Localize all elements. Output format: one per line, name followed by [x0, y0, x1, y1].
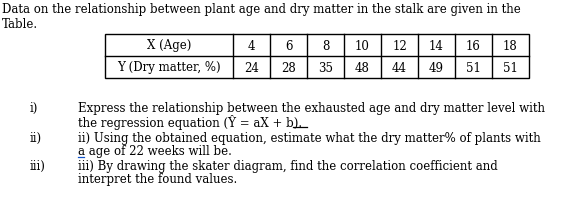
Text: iii): iii) [30, 159, 46, 172]
Text: 51: 51 [503, 61, 518, 74]
Text: 14: 14 [429, 39, 444, 52]
Text: ii): ii) [30, 131, 42, 144]
Text: 44: 44 [392, 61, 407, 74]
Bar [105, 35, 529, 79]
Text: Data on the relationship between plant age and dry matter in the stalk are given: Data on the relationship between plant a… [2, 3, 521, 16]
Text: 18: 18 [503, 39, 518, 52]
Text: 12: 12 [392, 39, 407, 52]
Text: 16: 16 [466, 39, 481, 52]
Text: ii) Using the obtained equation, estimate what the dry matter% of plants with: ii) Using the obtained equation, estimat… [78, 131, 541, 144]
Text: 24: 24 [244, 61, 259, 74]
Text: the regression equation (Ŷ = aX + b).: the regression equation (Ŷ = aX + b). [78, 114, 302, 129]
Text: Express the relationship between the exhausted age and dry matter level with: Express the relationship between the exh… [78, 102, 545, 114]
Text: 49: 49 [429, 61, 444, 74]
Text: a age of 22 weeks will be.: a age of 22 weeks will be. [78, 144, 232, 157]
Text: 51: 51 [466, 61, 481, 74]
Text: i): i) [30, 102, 38, 114]
Text: 10: 10 [355, 39, 370, 52]
Text: Table.: Table. [2, 18, 38, 31]
Text: 28: 28 [281, 61, 296, 74]
Text: 8: 8 [322, 39, 329, 52]
Text: X (Age): X (Age) [147, 39, 191, 52]
Text: Y (Dry matter, %): Y (Dry matter, %) [117, 61, 221, 74]
Text: iii) By drawing the skater diagram, find the correlation coefficient and: iii) By drawing the skater diagram, find… [78, 159, 498, 172]
Text: 48: 48 [355, 61, 370, 74]
Text: 4: 4 [248, 39, 255, 52]
Text: interpret the found values.: interpret the found values. [78, 172, 237, 185]
Text: 35: 35 [318, 61, 333, 74]
Text: 6: 6 [285, 39, 292, 52]
